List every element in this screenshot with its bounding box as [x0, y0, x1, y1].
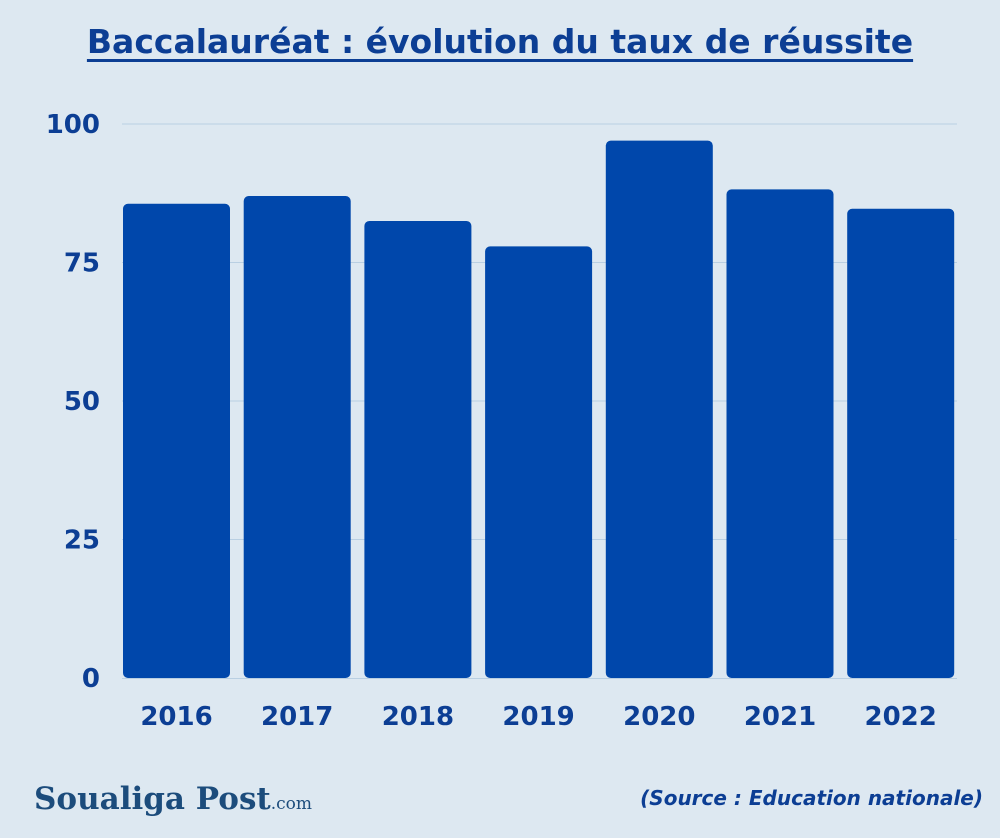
- bar: [123, 203, 230, 678]
- bar: [847, 208, 955, 678]
- bar: [726, 189, 834, 678]
- logo-suffix: .com: [270, 794, 313, 814]
- x-tick-label: 2019: [502, 702, 574, 732]
- chart-title: Baccalauréat : évolution du taux de réus…: [86, 22, 914, 61]
- bar: [364, 220, 472, 678]
- bar: [605, 140, 713, 678]
- y-tick-label: 25: [64, 526, 100, 556]
- x-tick-label: 2016: [140, 702, 212, 732]
- source-note: (Source : Education nationale): [640, 786, 983, 810]
- bar: [485, 246, 593, 678]
- bar-chart: 0 25 50 75 100 2016 2017 2018 2019 2020 2021 2022: [46, 110, 957, 732]
- y-tick-label: 0: [82, 664, 100, 694]
- y-tick-label: 50: [64, 387, 100, 417]
- x-tick-label: 2022: [865, 702, 937, 732]
- x-tick-label: 2021: [744, 702, 816, 732]
- logo-name: Soualiga Post: [34, 781, 271, 817]
- logo: Soualiga Post.com: [34, 781, 312, 817]
- y-tick-label: 100: [46, 110, 100, 140]
- x-tick-label: 2017: [261, 702, 333, 732]
- x-tick-label: 2020: [623, 702, 695, 732]
- x-tick-label: 2018: [382, 702, 454, 732]
- y-tick-label: 75: [64, 249, 100, 279]
- bar: [243, 196, 351, 678]
